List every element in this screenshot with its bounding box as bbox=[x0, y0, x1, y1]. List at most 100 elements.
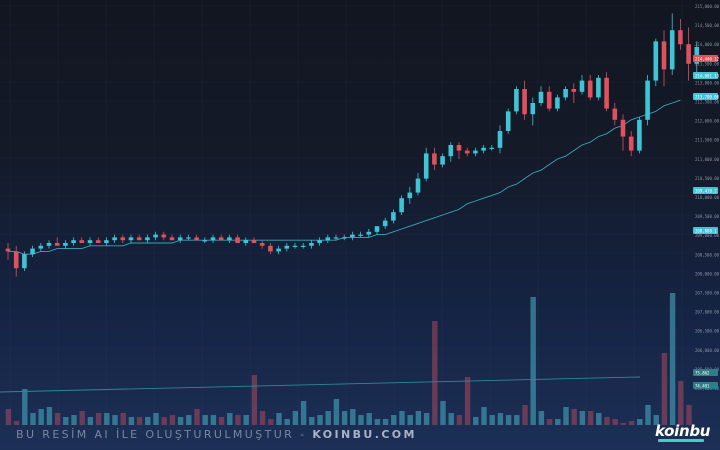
price-axis-label: 208,000.00 bbox=[695, 271, 720, 276]
volume-bar bbox=[481, 407, 487, 425]
candle-body bbox=[13, 251, 19, 269]
candle-body bbox=[268, 245, 273, 252]
candle-body bbox=[514, 89, 519, 112]
volume-bar bbox=[177, 417, 184, 425]
volume-bars bbox=[5, 293, 692, 425]
volume-bar bbox=[653, 415, 659, 425]
volume-bar bbox=[169, 415, 176, 425]
candle-body bbox=[612, 108, 618, 120]
price-tag bbox=[693, 227, 718, 234]
candle-body bbox=[669, 30, 675, 70]
candle-body bbox=[423, 153, 429, 179]
candle-body bbox=[79, 240, 85, 243]
candle-body bbox=[325, 237, 331, 241]
candle-body bbox=[276, 248, 281, 252]
volume-bar bbox=[13, 421, 20, 425]
candle-body bbox=[497, 131, 503, 148]
volume-bar bbox=[145, 417, 151, 425]
volume-bar bbox=[440, 401, 446, 425]
volume-bar bbox=[153, 413, 159, 425]
candle-body bbox=[153, 234, 158, 238]
volume-bar bbox=[38, 409, 44, 425]
volume-bar bbox=[555, 419, 561, 425]
volume-bar bbox=[645, 405, 651, 425]
candle-body bbox=[473, 150, 478, 154]
candle-body bbox=[587, 80, 593, 98]
candle-body bbox=[456, 145, 462, 151]
price-axis-label: 207,000.00 bbox=[695, 310, 720, 315]
volume-tag bbox=[693, 382, 718, 389]
candle-body bbox=[604, 77, 609, 109]
candle-body bbox=[169, 237, 175, 241]
candle-body bbox=[38, 245, 44, 249]
volume-bar bbox=[563, 407, 569, 425]
volume-bar bbox=[456, 415, 463, 425]
candle-body bbox=[22, 254, 27, 269]
candle-body bbox=[95, 240, 101, 243]
price-axis-label: 209,500.00 bbox=[695, 214, 720, 219]
volume-bar bbox=[251, 375, 258, 425]
volume-bar bbox=[587, 411, 594, 425]
volume-bar bbox=[432, 321, 438, 425]
candle-body bbox=[571, 89, 577, 92]
price-axis-label: 209,000.00 bbox=[695, 233, 720, 238]
volume-bar bbox=[669, 293, 676, 425]
price-axis-label: 213,000.00 bbox=[695, 80, 720, 85]
price-axis-label: 211,000.00 bbox=[695, 157, 720, 162]
volume-bar bbox=[514, 415, 520, 425]
candle-body bbox=[628, 136, 634, 151]
volume-tag-text: 74,401 bbox=[695, 383, 710, 388]
price-tag-text: 208,888.1 bbox=[695, 228, 717, 233]
volume-bar bbox=[473, 417, 479, 425]
volume-bar bbox=[194, 409, 200, 425]
candle-body bbox=[63, 243, 68, 246]
candle-body bbox=[46, 243, 52, 246]
volume-ma-line bbox=[0, 376, 641, 393]
candle-body bbox=[382, 220, 388, 227]
volume-bar bbox=[374, 419, 381, 425]
volume-bar bbox=[71, 415, 77, 425]
price-tag bbox=[693, 72, 718, 79]
candle-body bbox=[653, 41, 659, 81]
price-tag-text: 214,440.12 bbox=[695, 56, 720, 61]
volume-bar bbox=[243, 415, 249, 425]
volume-bar bbox=[538, 411, 545, 425]
volume-bar bbox=[448, 413, 454, 425]
volume-bar bbox=[407, 415, 413, 425]
candle-body bbox=[87, 240, 93, 243]
volume-bar bbox=[522, 405, 528, 425]
candle-body bbox=[678, 30, 683, 45]
price-axis-label: 212,000.00 bbox=[695, 119, 720, 124]
candle-body bbox=[596, 77, 601, 98]
candle-body bbox=[227, 237, 232, 241]
candle-body bbox=[448, 145, 454, 157]
candle-body bbox=[120, 237, 126, 241]
candle-body bbox=[579, 80, 585, 92]
volume-bar bbox=[276, 413, 282, 425]
volume-bar bbox=[54, 413, 61, 425]
candle-body bbox=[292, 245, 298, 247]
candle-body bbox=[71, 240, 76, 243]
volume-bar bbox=[46, 407, 53, 425]
candles bbox=[5, 13, 700, 277]
volume-bar bbox=[596, 413, 602, 425]
price-axis-label: 206,000.00 bbox=[695, 348, 720, 353]
candle-body bbox=[415, 178, 421, 193]
volume-bar bbox=[5, 409, 12, 425]
volume-bar bbox=[284, 419, 290, 425]
volume-bar bbox=[22, 389, 28, 425]
candle-body bbox=[259, 243, 265, 246]
volume-bar bbox=[415, 411, 422, 425]
candle-body bbox=[145, 237, 150, 241]
volume-bar bbox=[505, 415, 512, 425]
candle-body bbox=[341, 237, 347, 239]
volume-bar bbox=[464, 377, 471, 425]
candle-body bbox=[309, 243, 314, 246]
price-axis-label: 214,500.00 bbox=[695, 23, 720, 28]
volume-bar bbox=[350, 409, 356, 425]
candle-body bbox=[136, 237, 142, 241]
candle-body bbox=[563, 89, 568, 98]
volume-bar bbox=[30, 413, 36, 425]
candle-body bbox=[686, 44, 691, 64]
